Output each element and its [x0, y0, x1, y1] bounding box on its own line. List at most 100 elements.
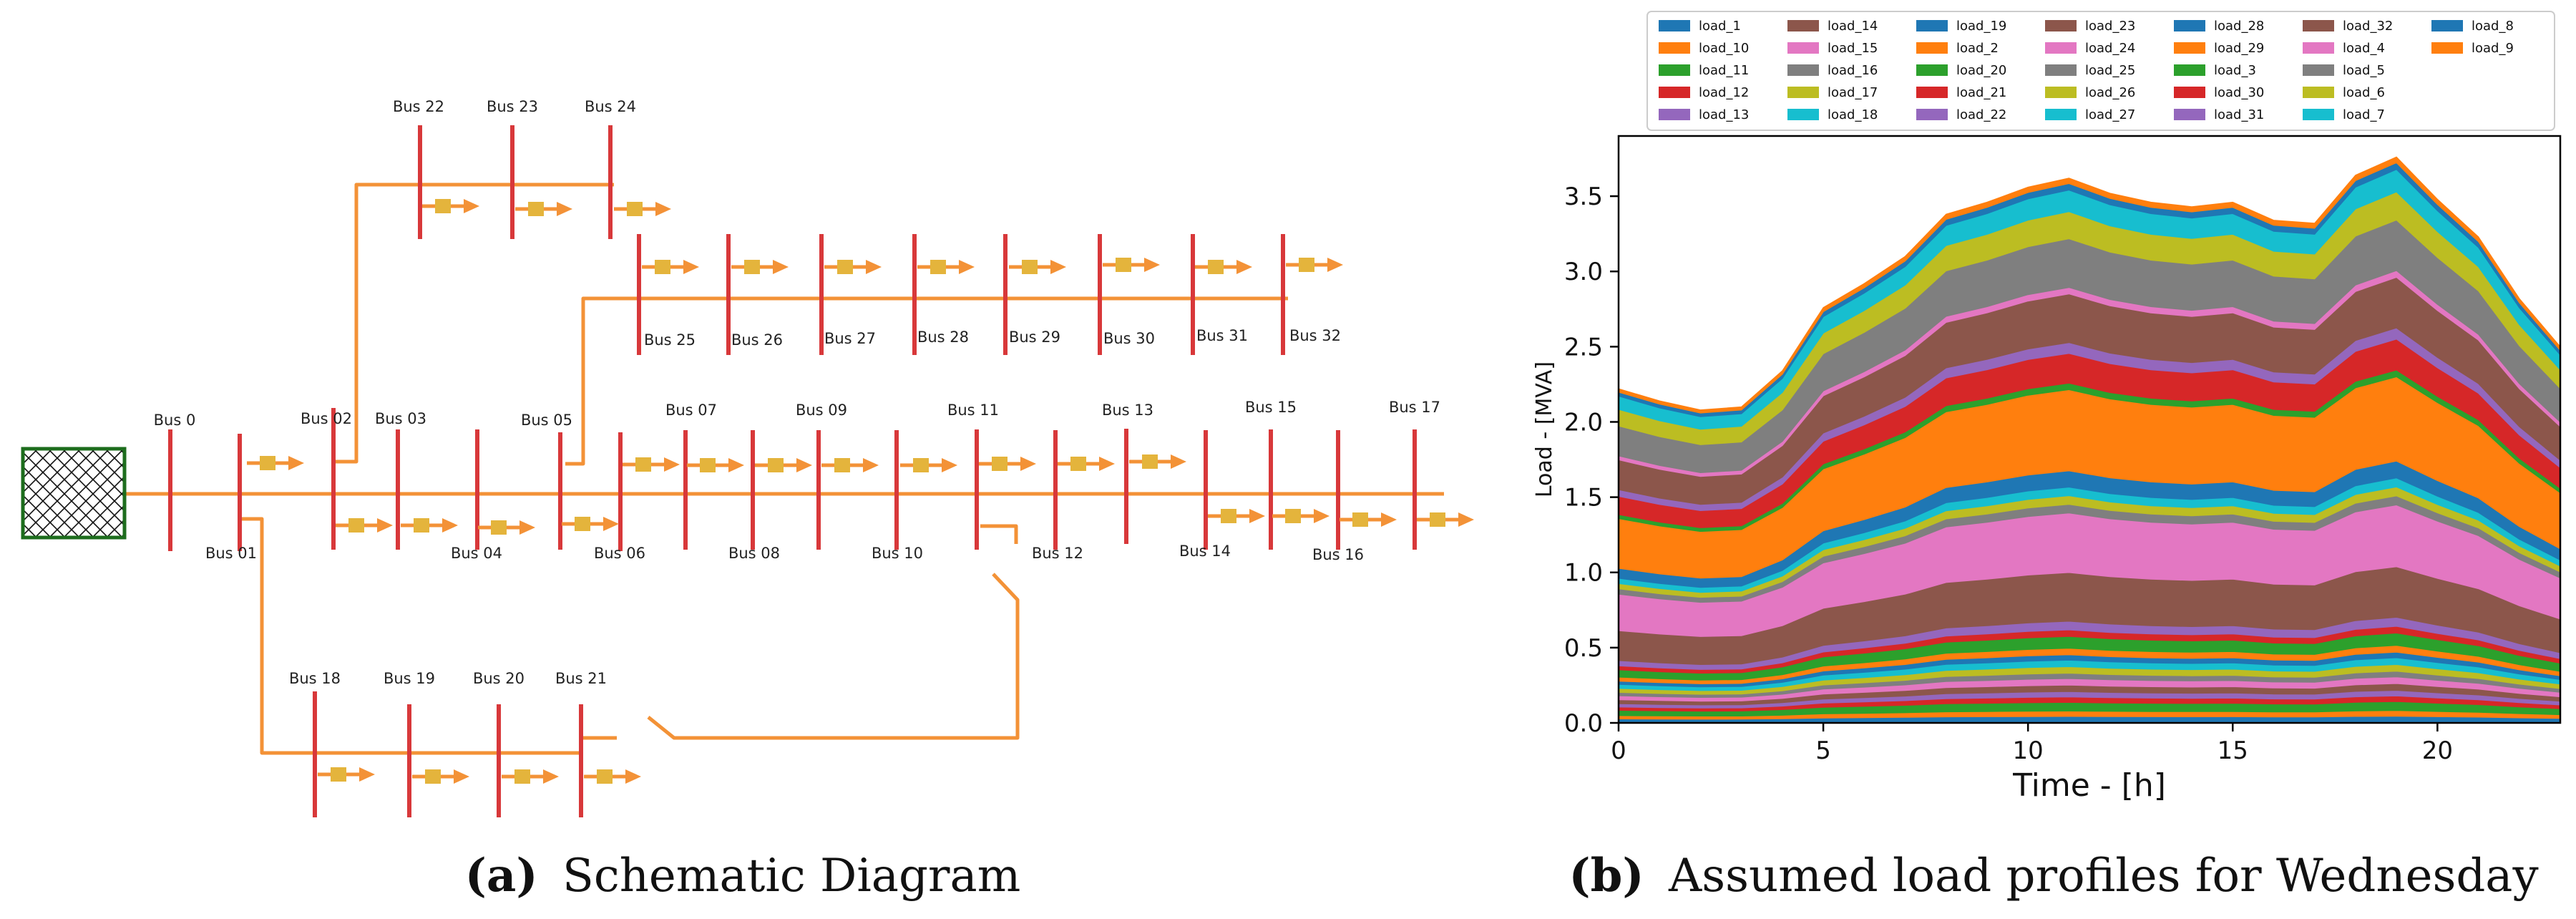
bus-label-bus-28: Bus 28	[917, 329, 969, 346]
load-arrow-bus-30	[1103, 258, 1160, 272]
legend-item-load-2: load_2	[1916, 41, 1999, 56]
load-arrow-bus-20	[502, 769, 559, 784]
load-arrow-bus-31	[1195, 260, 1252, 274]
legend-item-load-29: load_29	[2174, 41, 2264, 56]
svg-text:load_16: load_16	[1828, 63, 1878, 78]
legend: load_1 load_10 load_11 load_12 load_13 load_1…	[1646, 11, 2555, 131]
load-arrow-bus-32	[1286, 258, 1343, 272]
load-arrows	[247, 199, 1474, 784]
load-arrow-bus-24	[614, 202, 671, 216]
legend-item-load-15: load_15	[1787, 41, 1878, 56]
legend-item-load-26: load_26	[2045, 85, 2135, 100]
svg-text:load_8: load_8	[2472, 19, 2514, 34]
bus-label-bus-02: Bus 02	[301, 410, 352, 427]
bus-label-bus-17: Bus 17	[1389, 399, 1440, 416]
y-tick-label-1.0: 1.0	[1564, 559, 1603, 588]
legend-item-load-16: load_16	[1787, 63, 1878, 78]
branch-line-bus18-21	[240, 517, 581, 755]
bus-labels: Bus 0 Bus 01 Bus 02 Bus 03 Bus 04 Bus 05 Bus 0…	[154, 98, 1440, 687]
bus-label-bus-0: Bus 0	[154, 412, 196, 429]
svg-text:load_25: load_25	[2085, 63, 2135, 78]
bus-label-bus-27: Bus 27	[824, 330, 876, 347]
svg-text:load_30: load_30	[2214, 85, 2264, 100]
svg-text:load_2: load_2	[1956, 41, 1999, 56]
legend-item-load-14: load_14	[1787, 19, 1878, 34]
bus-label-bus-09: Bus 09	[796, 402, 847, 419]
bus-label-bus-19: Bus 19	[384, 670, 435, 687]
bus-label-bus-22: Bus 22	[393, 98, 444, 115]
bus-label-bus-06: Bus 06	[594, 545, 645, 562]
y-tick-label-2.5: 2.5	[1564, 333, 1603, 361]
chart-caption: (b) Assumed load profiles for Wednesday	[1568, 849, 2538, 903]
load-arrow-bus-25	[642, 260, 699, 274]
svg-text:load_15: load_15	[1828, 41, 1878, 56]
x-tick-label-20: 20	[2422, 736, 2453, 765]
bus-label-bus-10: Bus 10	[872, 545, 923, 562]
load-arrow-bus-03	[401, 518, 458, 533]
bus-label-bus-03: Bus 03	[375, 410, 426, 427]
bus-label-bus-16: Bus 16	[1312, 546, 1364, 563]
load-arrow-bus-05	[562, 517, 619, 531]
legend-item-load-10: load_10	[1659, 41, 1749, 56]
bus-label-bus-11: Bus 11	[947, 402, 999, 419]
load-arrow-bus-29	[1009, 260, 1066, 274]
load-arrow-bus-13	[1129, 454, 1186, 469]
load-arrow-bus-07	[687, 458, 744, 472]
bus-label-bus-07: Bus 07	[665, 402, 717, 419]
legend-frame	[1646, 11, 2555, 131]
svg-text:load_10: load_10	[1699, 41, 1749, 56]
svg-text:load_29: load_29	[2214, 41, 2264, 56]
plot-frame	[1617, 135, 2562, 724]
x-tick-label-5: 5	[1815, 736, 1831, 765]
load-arrow-bus-06	[623, 457, 680, 472]
bus-label-bus-31: Bus 31	[1196, 327, 1248, 344]
load-arrow-bus-12	[1058, 457, 1115, 471]
x-axis-label: Time - [h]	[2012, 767, 2166, 804]
legend-item-load-11: load_11	[1659, 63, 1749, 78]
svg-text:load_13: load_13	[1699, 107, 1749, 122]
svg-text:load_32: load_32	[2343, 19, 2393, 34]
svg-text:load_24: load_24	[2085, 41, 2135, 56]
load-arrow-bus-02	[336, 518, 393, 533]
svg-text:load_23: load_23	[2085, 19, 2135, 34]
bus-label-bus-04: Bus 04	[451, 545, 502, 562]
bus-label-bus-23: Bus 23	[487, 98, 538, 115]
load-arrow-bus-26	[731, 260, 789, 274]
load-arrow-bus-01	[247, 456, 304, 470]
svg-text:load_28: load_28	[2214, 19, 2264, 34]
legend-item-load-20: load_20	[1916, 63, 2006, 78]
y-tick-label-0.0: 0.0	[1564, 709, 1603, 738]
legend-item-load-24: load_24	[2045, 41, 2135, 56]
schematic-diagram: Bus 0 Bus 01 Bus 02 Bus 03 Bus 04 Bus 05 Bus 0…	[21, 98, 1474, 817]
svg-text:load_9: load_9	[2472, 41, 2514, 56]
legend-item-load-13: load_13	[1659, 107, 1749, 122]
svg-text:load_11: load_11	[1699, 63, 1749, 78]
legend-item-load-5: load_5	[2303, 63, 2385, 78]
x-tick-label-10: 10	[2013, 736, 2044, 765]
legend-item-load-12: load_12	[1659, 85, 1749, 100]
legend-item-load-9: load_9	[2431, 41, 2514, 56]
bus-label-bus-08: Bus 08	[728, 545, 780, 562]
svg-text:load_4: load_4	[2343, 41, 2385, 56]
svg-text:load_21: load_21	[1956, 85, 2006, 100]
area-load-9	[1619, 156, 2560, 414]
legend-item-load-31: load_31	[2174, 107, 2264, 122]
load-arrow-bus-21	[584, 769, 641, 784]
svg-text:load_17: load_17	[1828, 85, 1878, 100]
load-arrow-bus-11	[979, 457, 1036, 471]
x-tick-label-15: 15	[2218, 736, 2248, 765]
svg-text:load_12: load_12	[1699, 85, 1749, 100]
tie-line-bus11	[980, 524, 1018, 544]
schematic-caption-text: Schematic Diagram	[562, 850, 1020, 903]
svg-text:load_27: load_27	[2085, 107, 2135, 122]
y-tick-label-3.0: 3.0	[1564, 258, 1603, 286]
legend-item-load-6: load_6	[2303, 85, 2385, 100]
bus-label-bus-21: Bus 21	[555, 670, 607, 687]
load-arrow-bus-18	[318, 767, 375, 782]
bus-label-bus-30: Bus 30	[1103, 330, 1155, 347]
schematic-caption: (a) Schematic Diagram	[465, 849, 1021, 903]
legend-item-load-7: load_7	[2303, 107, 2385, 122]
legend-item-load-17: load_17	[1787, 85, 1878, 100]
load-arrow-bus-16	[1340, 512, 1397, 527]
legend-item-load-25: load_25	[2045, 63, 2135, 78]
